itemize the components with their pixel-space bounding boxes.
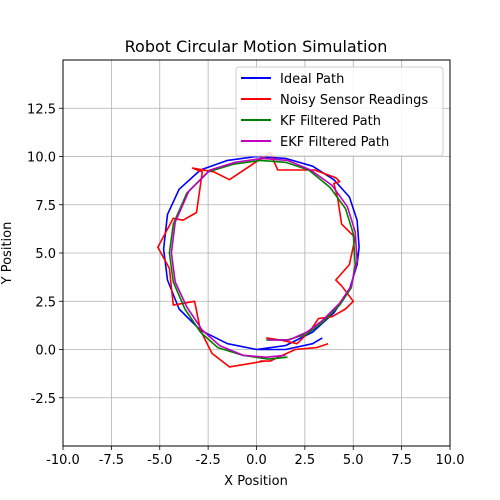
chart-title: Robot Circular Motion Simulation [125, 37, 388, 56]
x-tick-label-7-5: -7.5 [99, 453, 124, 468]
x-tick-label-10-0: 10.0 [436, 453, 465, 468]
legend-label-noisy-sensor-readings: Noisy Sensor Readings [280, 93, 428, 108]
y-tick-label-5-0: 5.0 [35, 247, 56, 262]
legend: Ideal Path Noisy Sensor Readings KF Filt… [235, 66, 444, 157]
x-tick-label-7-5: 7.5 [391, 453, 412, 468]
legend-box [235, 66, 444, 157]
x-axis-title: X Position [224, 474, 288, 489]
y-axis-title: Y Position [0, 222, 15, 286]
legend-label-ideal-path: Ideal Path [280, 72, 344, 87]
x-tick-label-2-5: 2.5 [295, 453, 316, 468]
x-tick-label-5-0: 5.0 [343, 453, 364, 468]
y-tick-label-10-0: 10.0 [27, 151, 56, 166]
y-tick-label-7-5: 7.5 [35, 199, 56, 214]
x-tick-label-2-5: -2.5 [195, 453, 220, 468]
y-tick-label-0-0: 0.0 [35, 344, 56, 359]
ticks: -10.0 -7.5 -5.0 -2.5 0.0 2.5 5.0 7.5 10.0 -2.5 0.0… [27, 102, 464, 468]
y-tick-label-12-5: 12.5 [27, 102, 56, 117]
y-tick-label-2-5: 2.5 [35, 295, 56, 310]
x-tick-label-5-0: -5.0 [147, 453, 172, 468]
legend-label-ekf-filtered-path: EKF Filtered Path [280, 135, 389, 150]
y-tick-label-2-5: -2.5 [31, 392, 56, 407]
legend-label-kf-filtered-path: KF Filtered Path [280, 114, 381, 129]
x-tick-label-10-0: -10.0 [46, 453, 80, 468]
series-line-ekf-filtered-path [170, 157, 358, 359]
series-line-kf-filtered-path [168, 159, 357, 360]
x-tick-label-0-0: 0.0 [246, 453, 267, 468]
